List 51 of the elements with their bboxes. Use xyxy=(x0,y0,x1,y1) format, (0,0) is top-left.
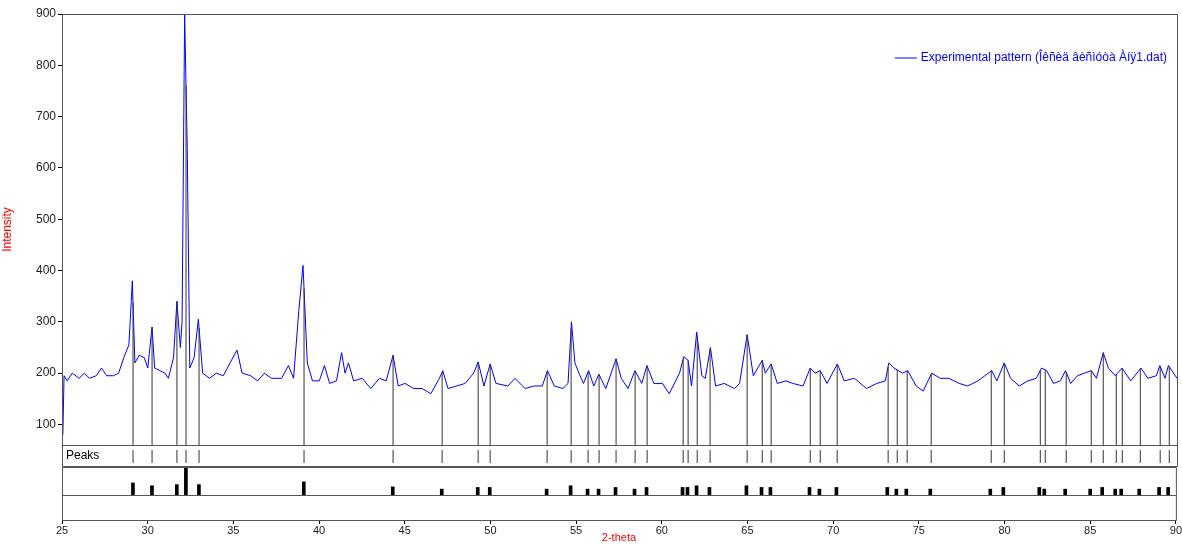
x-tick-label: 45 xyxy=(398,523,411,536)
legend-label: Experimental pattern (Îêñèä âèñìóòà Àíÿ1.dat) xyxy=(920,49,1167,65)
x-tick-label: 90 xyxy=(1169,523,1182,536)
bar xyxy=(1119,488,1124,496)
bar xyxy=(1063,488,1068,496)
bar xyxy=(1157,487,1161,496)
bar xyxy=(487,487,492,496)
bar xyxy=(885,487,890,496)
x-tick-label: 80 xyxy=(998,523,1011,536)
x-tick-label: 35 xyxy=(227,523,240,536)
bar xyxy=(390,486,395,496)
bar xyxy=(904,488,909,496)
bar xyxy=(1113,488,1118,496)
bar xyxy=(1088,488,1093,496)
bar xyxy=(1100,487,1105,496)
bar xyxy=(439,488,444,496)
bar xyxy=(475,487,480,496)
bar xyxy=(301,481,306,496)
x-tick-label: 65 xyxy=(741,523,754,536)
x-tick-label: 85 xyxy=(1084,523,1097,536)
y-tick-label: 500 xyxy=(35,211,57,226)
bar xyxy=(1001,487,1006,496)
y-tick-label: 800 xyxy=(35,57,57,72)
x-tick-label: 55 xyxy=(569,523,583,536)
y-axis-title: Intensity xyxy=(0,207,14,252)
bar xyxy=(174,484,179,496)
x-tick-label: 75 xyxy=(912,523,925,536)
x-tick-label: 25 xyxy=(55,523,69,536)
bar xyxy=(150,485,154,496)
y-tick-label: 400 xyxy=(35,262,57,277)
bar xyxy=(988,488,993,496)
bar xyxy=(131,482,135,496)
bar xyxy=(1166,487,1170,496)
y-tick-label: 700 xyxy=(35,108,57,123)
x-tick-label: 70 xyxy=(827,523,840,536)
y-tick-label: 300 xyxy=(35,314,57,329)
bar xyxy=(1137,488,1142,496)
x-tick-label: 60 xyxy=(655,523,668,536)
y-tick-label: 200 xyxy=(35,365,57,380)
x-axis-title: 2-theta xyxy=(601,531,637,544)
x-tick-label: 30 xyxy=(141,523,154,536)
y-tick-label: 100 xyxy=(35,416,57,431)
bar xyxy=(1037,487,1042,496)
bar xyxy=(928,488,933,496)
x-tick-label: 40 xyxy=(312,523,326,536)
text: Peaks xyxy=(66,448,100,463)
bar xyxy=(184,467,188,496)
bar xyxy=(197,484,201,496)
y-tick-label: 600 xyxy=(35,160,57,175)
x-tick-label: 50 xyxy=(484,523,497,536)
y-tick-label: 900 xyxy=(35,6,57,21)
